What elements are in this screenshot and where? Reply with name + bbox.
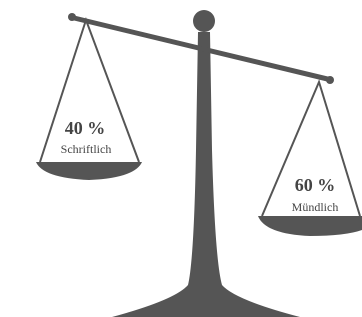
pole xyxy=(112,32,300,317)
left-pan xyxy=(36,162,142,180)
balance-scale: 40 % Schriftlich 60 % Mündlich xyxy=(0,0,362,317)
left-share: 40 % xyxy=(65,118,106,138)
right-pan xyxy=(258,216,362,236)
left-strings xyxy=(40,20,139,162)
left-label: Schriftlich xyxy=(61,142,112,156)
right-label: Mündlich xyxy=(292,200,339,214)
scale-drawing xyxy=(36,10,362,317)
beam-end xyxy=(326,76,334,84)
right-share: 60 % xyxy=(295,175,336,195)
pivot xyxy=(193,10,215,32)
beam-end xyxy=(68,13,76,21)
right-strings xyxy=(262,82,360,216)
